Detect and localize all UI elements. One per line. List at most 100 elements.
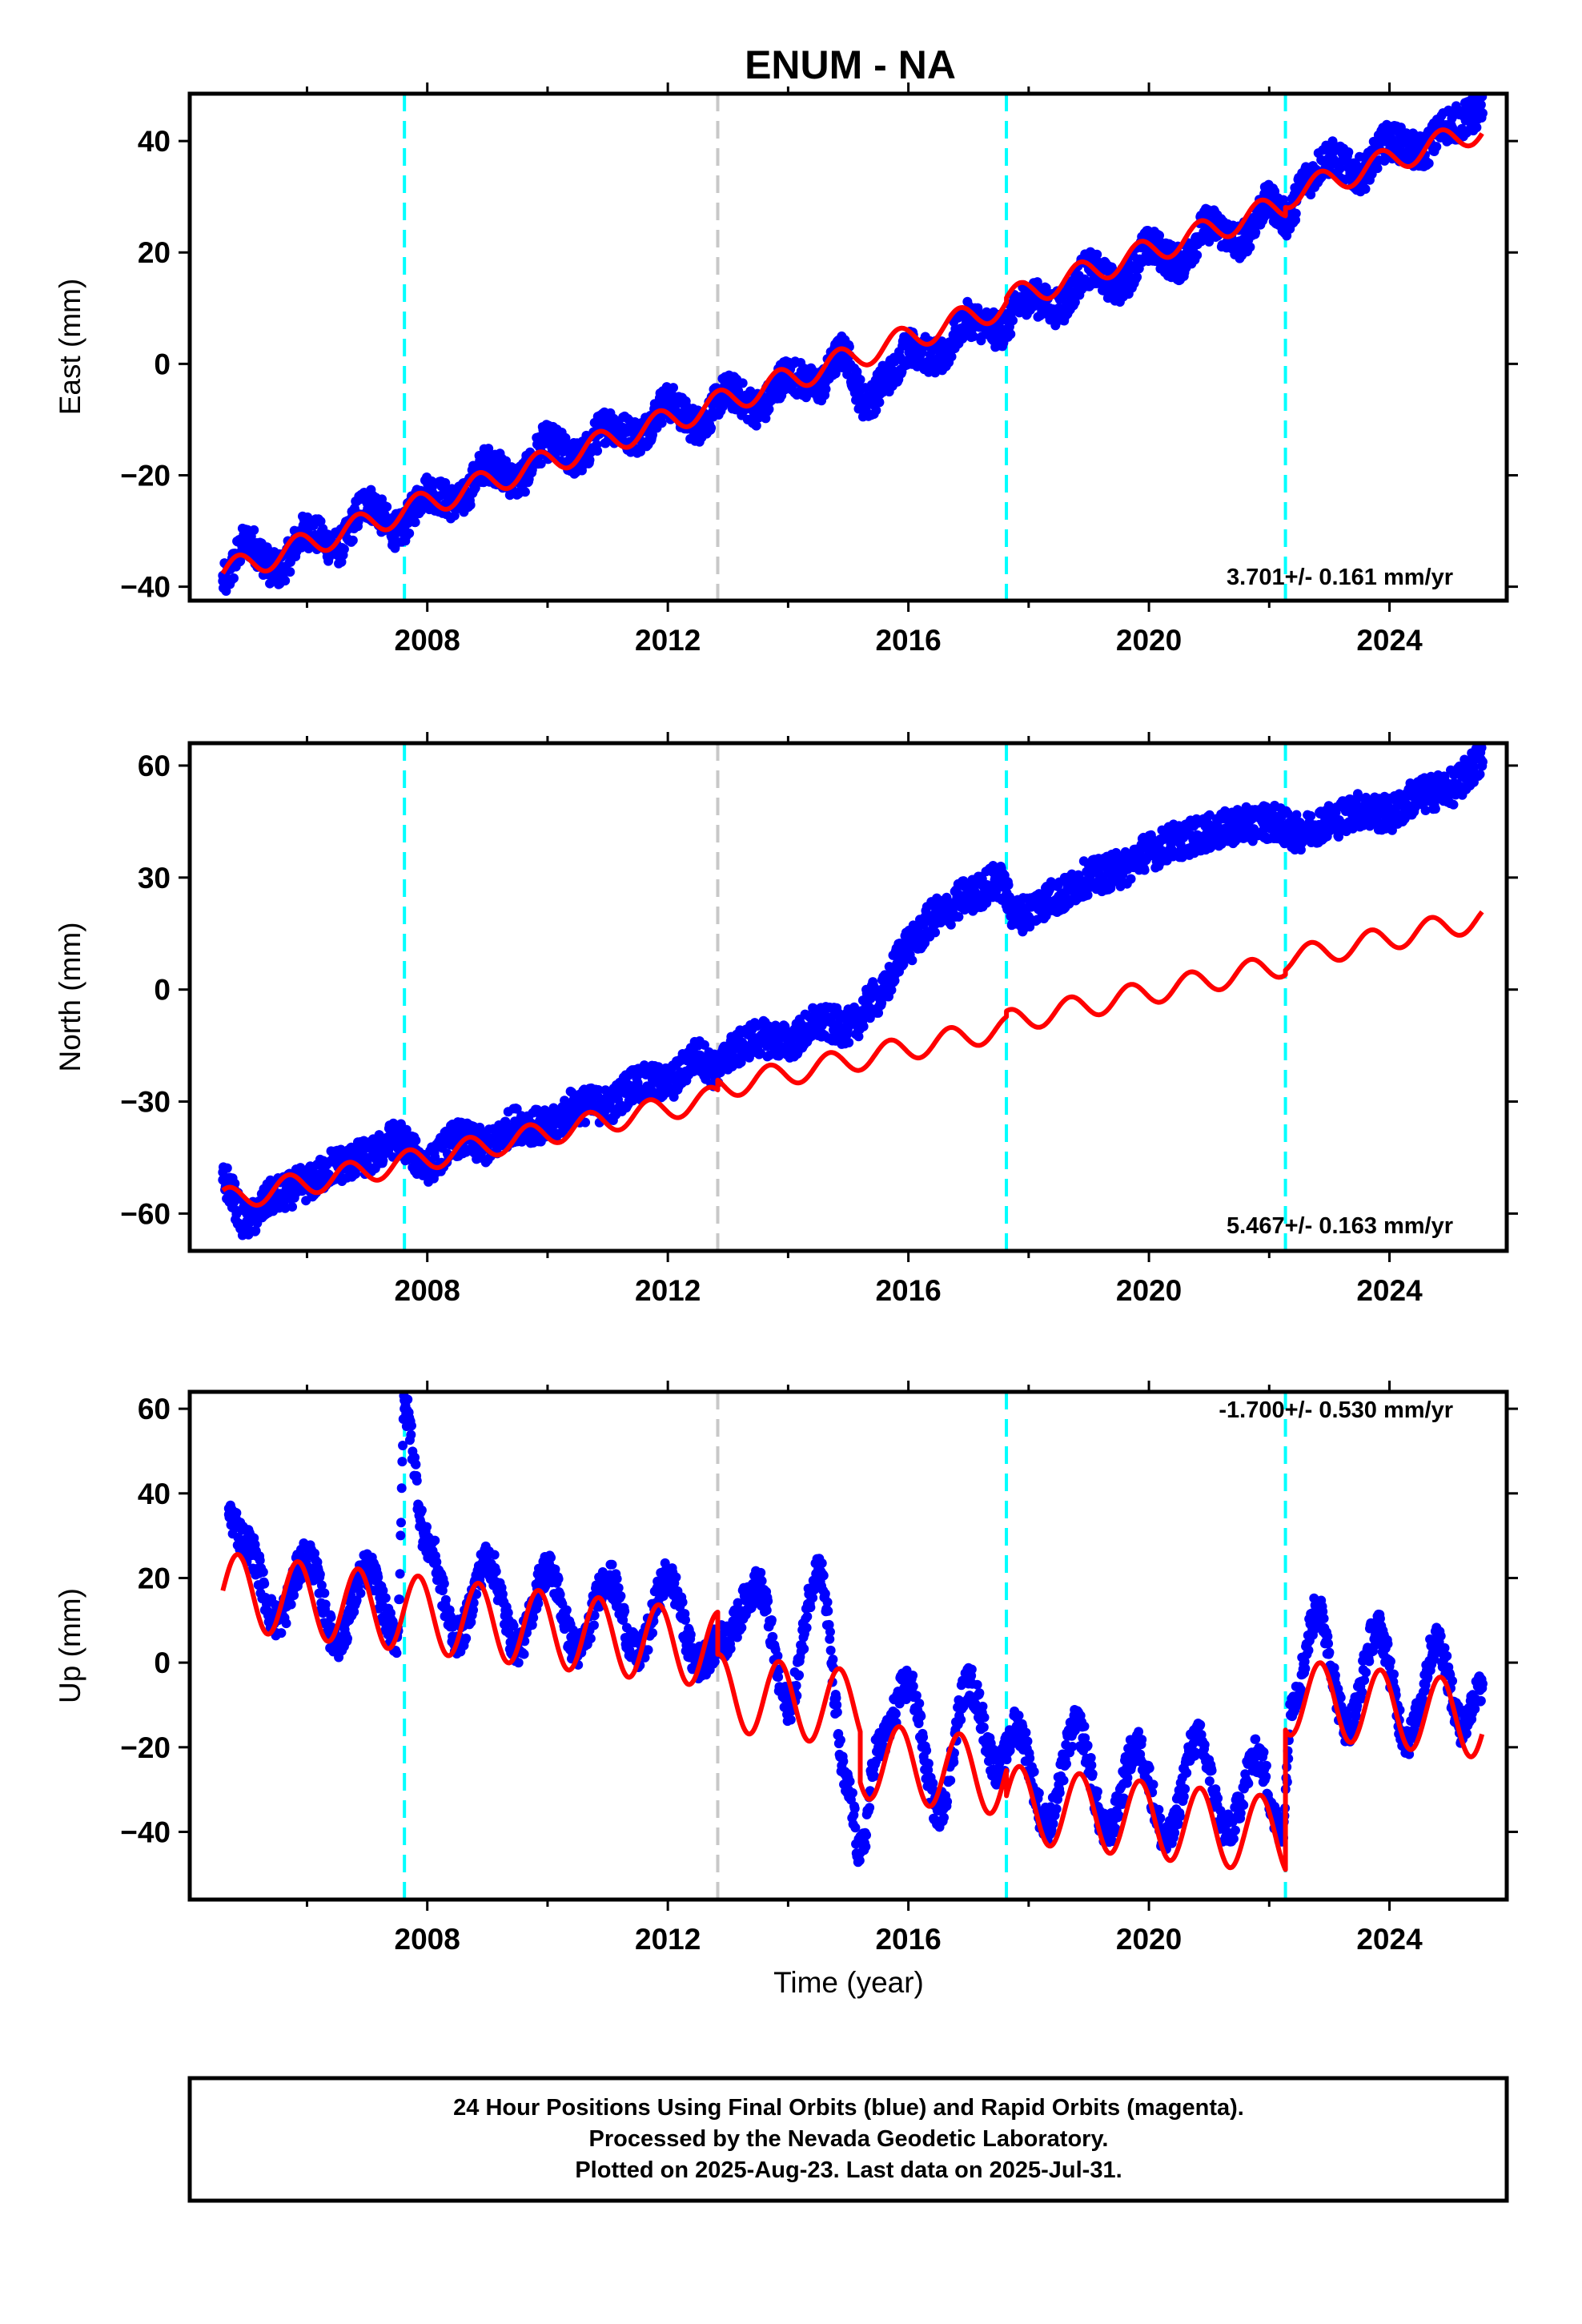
east-data-point xyxy=(718,401,729,412)
north-x-tick-label: 2008 xyxy=(395,1274,460,1307)
north-data-point xyxy=(773,1051,784,1061)
up-plot-area xyxy=(220,1392,1488,1900)
north-data-point xyxy=(1204,810,1215,820)
north-data-point xyxy=(873,1007,884,1018)
north-data-point xyxy=(930,927,941,938)
east-data-point xyxy=(1472,123,1482,133)
east-data-point xyxy=(648,429,658,440)
east-data-point xyxy=(1154,231,1165,241)
north-data-point xyxy=(280,1203,291,1213)
north-data-point xyxy=(593,1085,604,1096)
north-data-point xyxy=(1420,805,1431,815)
north-x-tick-label: 2016 xyxy=(875,1274,941,1307)
north-data-point xyxy=(1295,817,1305,827)
north-data-point xyxy=(699,1039,709,1050)
east-data-point xyxy=(737,378,748,388)
north-frame xyxy=(187,741,1509,1253)
east-data-point xyxy=(382,501,392,512)
east-data-point xyxy=(706,423,717,433)
east-y-tick-label: 40 xyxy=(138,125,171,158)
east-data-point xyxy=(584,455,595,465)
north-data-point xyxy=(1448,799,1459,810)
east-data-point xyxy=(465,500,476,510)
east-data-point xyxy=(764,404,774,414)
north-x-tick-label: 2024 xyxy=(1356,1274,1423,1307)
north-dots xyxy=(218,743,1488,1240)
north-data-point xyxy=(222,1163,232,1173)
east-x-tick-label: 2024 xyxy=(1356,624,1423,657)
east-data-point xyxy=(1251,227,1261,238)
east-data-point xyxy=(1132,271,1142,282)
north-data-point xyxy=(580,1117,591,1128)
east-data-point xyxy=(1372,163,1383,174)
north-y-tick-label: 30 xyxy=(138,862,171,895)
up-dots xyxy=(223,1392,1488,1868)
east-x-tick-label: 2008 xyxy=(395,624,460,657)
east-data-point xyxy=(339,544,349,554)
east-model-line xyxy=(220,127,1484,575)
north-data-point xyxy=(1469,762,1480,772)
east-data-point xyxy=(389,532,400,542)
chart-title: ENUM - NA xyxy=(745,42,956,87)
east-plot-area xyxy=(218,94,1488,601)
north-data-point xyxy=(1126,874,1136,884)
north-y-tick-label: 0 xyxy=(154,974,171,1007)
east-y-tick-label: 0 xyxy=(154,348,171,380)
east-data-point xyxy=(656,418,667,428)
east-data-point xyxy=(1032,277,1042,287)
up-data-point xyxy=(259,1578,270,1589)
north-data-point xyxy=(430,1152,440,1162)
north-data-point xyxy=(512,1104,522,1114)
up-data-point xyxy=(231,1508,242,1518)
east-x-tick-label: 2016 xyxy=(875,624,941,657)
north-y-axis-label: North (mm) xyxy=(54,922,86,1072)
east-data-point xyxy=(1335,163,1345,174)
up-data-point xyxy=(255,1555,265,1566)
north-data-point xyxy=(736,1057,746,1068)
east-data-point xyxy=(536,458,546,468)
east-rate-label: 3.701+/- 0.161 mm/yr xyxy=(1227,565,1453,590)
north-plot-area xyxy=(218,743,1488,1251)
north-rate-label: 5.467+/- 0.163 mm/yr xyxy=(1227,1213,1453,1239)
east-data-point xyxy=(821,384,831,394)
up-data-point xyxy=(289,1590,299,1601)
up-data-point xyxy=(258,1567,268,1578)
east-data-point xyxy=(968,332,978,342)
north-data-point xyxy=(1430,803,1440,814)
east-x-tick-label: 2012 xyxy=(635,624,701,657)
north-data-point xyxy=(1352,789,1363,799)
east-data-point xyxy=(404,528,415,538)
east-frame xyxy=(187,91,1509,603)
north-data-point xyxy=(1082,890,1093,900)
east-data-point xyxy=(1291,208,1301,219)
east-data-point xyxy=(592,446,603,456)
east-data-point xyxy=(1306,189,1316,199)
north-data-point xyxy=(946,919,956,930)
east-data-point xyxy=(1006,329,1016,340)
east-data-point xyxy=(1070,297,1080,308)
north-model-line xyxy=(221,910,1484,1208)
east-data-point xyxy=(347,535,358,545)
east-data-point xyxy=(946,352,957,362)
north-data-point xyxy=(1475,769,1485,779)
east-data-point xyxy=(1343,147,1354,157)
east-data-point xyxy=(249,525,259,535)
east-data-point xyxy=(436,490,446,501)
north-data-point xyxy=(1477,761,1488,771)
east-y-tick-label: −40 xyxy=(120,571,171,604)
north-data-point xyxy=(1003,880,1014,891)
east-data-point xyxy=(285,567,295,577)
north-data-point xyxy=(1139,865,1150,875)
north-data-point xyxy=(858,1021,869,1031)
east-data-point xyxy=(280,576,291,586)
east-data-point xyxy=(228,573,239,583)
north-data-point xyxy=(1306,810,1316,821)
east-data-point xyxy=(751,420,761,431)
north-y-tick-label: −60 xyxy=(120,1197,171,1230)
up-data-point xyxy=(281,1618,291,1629)
east-data-point xyxy=(520,487,530,497)
